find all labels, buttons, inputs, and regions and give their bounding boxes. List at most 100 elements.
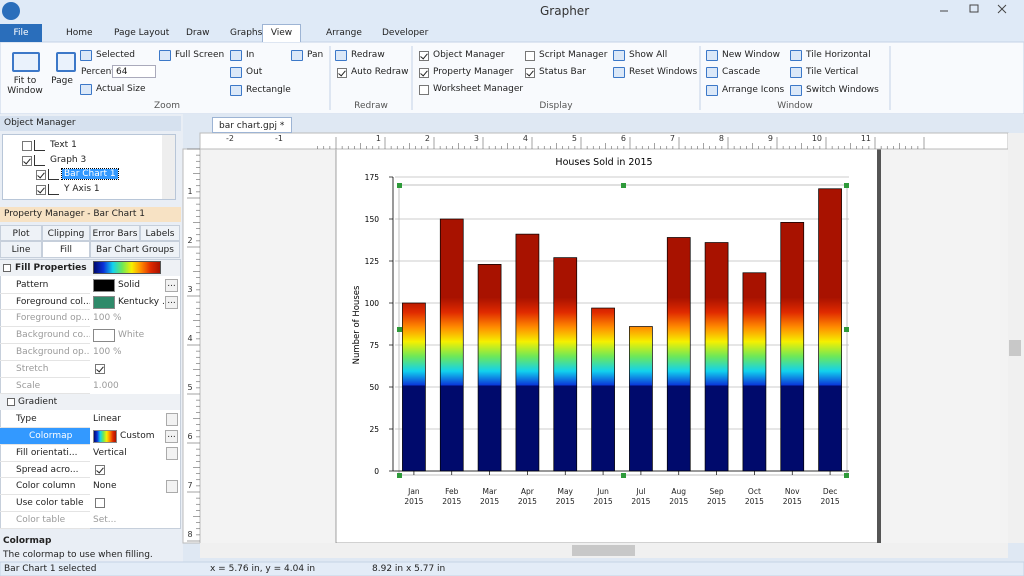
ribbon-button[interactable]: Page [51, 76, 73, 86]
dropdown-arrow[interactable] [166, 446, 178, 460]
expander[interactable] [7, 398, 15, 407]
property-value[interactable]: Kentucky ... [118, 296, 171, 307]
property-tab[interactable]: Labels [140, 225, 180, 241]
button-icon[interactable] [159, 50, 171, 61]
expander[interactable] [3, 264, 11, 272]
ribbon-button[interactable]: Pan [307, 50, 324, 60]
ribbon-toggle[interactable]: Auto Redraw [351, 67, 409, 77]
ribbon-button[interactable]: Tile Horizontal [806, 50, 871, 60]
ribbon-button[interactable]: Switch Windows [806, 85, 879, 95]
button-icon[interactable] [613, 50, 625, 61]
property-tab[interactable]: Line [0, 241, 42, 258]
property-value[interactable]: 100 % [93, 347, 122, 357]
property-checkbox[interactable] [95, 464, 105, 475]
dropdown-arrow[interactable] [166, 480, 178, 494]
button-icon[interactable] [706, 85, 718, 96]
ribbon-toggle[interactable]: Status Bar [539, 67, 586, 77]
button-icon[interactable] [230, 50, 242, 61]
ribbon-tab[interactable]: Developer [382, 28, 429, 38]
color-swatch[interactable] [93, 295, 115, 309]
tree-checkbox[interactable] [22, 155, 32, 166]
window-controls[interactable] [940, 4, 1007, 14]
ribbon-button[interactable]: Fit to Window [7, 76, 43, 96]
toggle-checkbox[interactable] [337, 68, 347, 78]
document-tab[interactable]: bar chart.gpj * [212, 117, 292, 133]
ribbon-button[interactable]: Actual Size [96, 84, 146, 94]
toggle-checkbox[interactable] [419, 85, 429, 95]
tree-checkbox[interactable] [22, 141, 32, 151]
ribbon-button[interactable]: Arrange Icons [722, 85, 785, 95]
dropdown-arrow[interactable] [166, 413, 178, 427]
ribbon-button[interactable]: Full Screen [175, 50, 225, 60]
ribbon-toggle[interactable]: Object Manager [433, 50, 505, 60]
property-value[interactable]: Linear [93, 414, 121, 425]
property-value[interactable]: Solid [118, 279, 140, 290]
button-icon[interactable] [613, 67, 625, 78]
v-scrollbar[interactable] [1008, 133, 1024, 543]
ribbon-tab[interactable]: Page Layout [114, 28, 170, 38]
button-icon[interactable] [291, 50, 303, 61]
property-value[interactable]: Set... [93, 515, 117, 525]
ribbon-button[interactable]: Tile Vertical [806, 67, 859, 77]
property-value[interactable]: Custom [120, 431, 155, 441]
ribbon-tab[interactable]: Graphs [230, 28, 263, 38]
property-value[interactable]: 100 % [93, 313, 122, 324]
ribbon-tab[interactable]: Draw [186, 28, 210, 38]
tree-item[interactable]: Text 1 [50, 140, 77, 150]
property-tab[interactable]: Error Bars [90, 225, 140, 241]
property-value[interactable]: White [118, 330, 145, 341]
button-icon[interactable] [706, 67, 718, 78]
toggle-checkbox[interactable] [525, 68, 535, 78]
ribbon-tab[interactable]: Arrange [326, 28, 362, 38]
percent-input[interactable]: 64 [112, 65, 156, 78]
button-icon[interactable] [230, 85, 242, 96]
button-icon[interactable] [790, 85, 802, 96]
button-icon[interactable] [12, 52, 40, 72]
color-swatch[interactable] [93, 278, 115, 292]
button-icon[interactable] [335, 50, 347, 61]
button-icon[interactable] [56, 52, 76, 72]
ribbon-button[interactable]: Show All [629, 50, 668, 60]
button-icon[interactable] [790, 67, 802, 78]
property-checkbox[interactable] [95, 363, 105, 374]
button-icon[interactable] [80, 50, 92, 61]
property-value[interactable]: Vertical [93, 447, 127, 458]
tree-item[interactable]: Graph 3 [50, 154, 87, 165]
ellipsis-button[interactable]: ... [165, 295, 178, 309]
ribbon-tab[interactable]: Home [66, 28, 93, 38]
ribbon-button[interactable]: In [246, 50, 255, 60]
button-icon[interactable] [790, 50, 802, 61]
property-value[interactable]: 1.000 [93, 380, 119, 391]
colormap-swatch[interactable] [93, 430, 117, 443]
property-tab[interactable]: Bar Chart Groups [90, 241, 180, 258]
ribbon-toggle[interactable]: Script Manager [539, 50, 608, 60]
ribbon-button[interactable]: Cascade [722, 67, 761, 77]
tree-checkbox[interactable] [36, 170, 46, 180]
ribbon-button[interactable]: New Window [722, 50, 780, 60]
ribbon-button[interactable]: Rectangle [246, 85, 291, 95]
ribbon-tab[interactable]: View [262, 24, 301, 42]
toggle-checkbox[interactable] [419, 68, 429, 78]
ribbon-button[interactable]: Out [246, 67, 263, 77]
button-icon[interactable] [706, 50, 718, 61]
h-scroll-thumb[interactable] [572, 545, 635, 556]
property-tab[interactable]: Clipping [42, 225, 90, 241]
ribbon-toggle[interactable]: Property Manager [433, 67, 514, 77]
toggle-checkbox[interactable] [525, 51, 535, 61]
property-tab[interactable]: Fill [42, 241, 90, 258]
v-scroll-thumb[interactable] [1009, 340, 1021, 356]
ellipsis-button[interactable]: ... [165, 278, 178, 292]
ellipsis-button[interactable]: ... [165, 430, 178, 443]
property-tab[interactable]: Plot [0, 225, 42, 241]
toggle-checkbox[interactable] [419, 51, 429, 61]
property-checkbox[interactable] [95, 498, 105, 509]
property-value[interactable]: None [93, 481, 117, 492]
button-icon[interactable] [230, 67, 242, 78]
tree-checkbox[interactable] [36, 184, 46, 195]
button-icon[interactable] [80, 84, 92, 95]
ribbon-tab[interactable]: File [0, 24, 42, 42]
ribbon-button[interactable]: Redraw [351, 50, 385, 60]
ribbon-toggle[interactable]: Worksheet Manager [433, 84, 524, 94]
color-swatch[interactable] [93, 329, 115, 343]
tree-item[interactable]: Bar Chart 1 [61, 168, 119, 180]
